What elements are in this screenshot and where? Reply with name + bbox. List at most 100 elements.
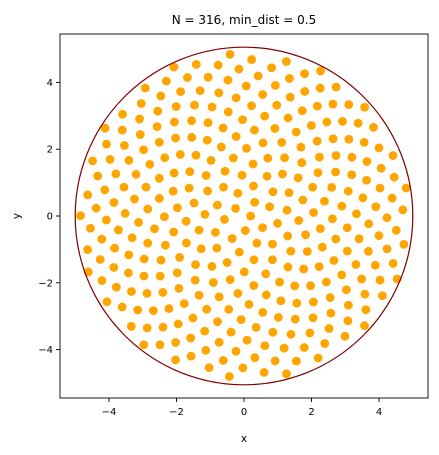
- scatter-point: [102, 215, 111, 225]
- scatter-point: [114, 225, 123, 235]
- scatter-point: [374, 143, 384, 153]
- scatter-point: [117, 302, 127, 312]
- scatter-point: [120, 141, 129, 150]
- scatter-point: [328, 134, 338, 144]
- scatter-point: [388, 151, 398, 160]
- scatter-point: [273, 312, 283, 322]
- scatter-point: [186, 333, 196, 343]
- scatter-point: [305, 328, 315, 338]
- scatter-point: [161, 240, 170, 250]
- scatter-point: [175, 253, 184, 262]
- scatter-point: [258, 138, 268, 148]
- scatter-point: [370, 260, 380, 270]
- scatter-point: [117, 125, 127, 135]
- x-tick-label: −4: [102, 407, 117, 418]
- scatter-point: [389, 172, 399, 182]
- scatter-point: [362, 157, 372, 166]
- scatter-point: [225, 275, 235, 285]
- scatter-point: [220, 215, 229, 224]
- scatter-point: [286, 246, 296, 256]
- scatter-point: [360, 102, 370, 112]
- scatter-point: [343, 316, 353, 326]
- scatter-point: [171, 355, 180, 365]
- scatter-point: [191, 260, 200, 270]
- scatter-point: [306, 121, 316, 130]
- scatter-point: [213, 317, 222, 327]
- scatter-point: [398, 205, 408, 215]
- scatter-point: [171, 102, 181, 111]
- scatter-point: [270, 124, 280, 133]
- scatter-point: [300, 87, 310, 96]
- scatter-point: [260, 341, 270, 351]
- scatter-point: [306, 281, 315, 291]
- scatter-point: [169, 227, 179, 237]
- scatter-point: [315, 224, 325, 234]
- scatter-point: [270, 81, 280, 90]
- scatter-point: [133, 305, 143, 315]
- scatter-point: [208, 278, 218, 287]
- scatter-point: [173, 319, 183, 329]
- scatter-point: [111, 169, 121, 179]
- scatter-point: [158, 322, 168, 332]
- scatter-point: [207, 262, 217, 271]
- scatter-point: [124, 268, 133, 278]
- scatter-point: [210, 228, 220, 237]
- scatter-point: [314, 262, 324, 272]
- scatter-point: [169, 168, 179, 178]
- scatter-point: [347, 170, 357, 180]
- scatter-point: [216, 142, 226, 152]
- scatter-point: [188, 313, 198, 323]
- y-axis-ticks: −4 −2 0 2 4: [38, 78, 60, 356]
- scatter-point: [344, 300, 353, 310]
- scatter-point: [315, 83, 325, 93]
- scatter-point: [83, 190, 93, 200]
- scatter-point: [183, 73, 192, 82]
- scatter-point: [233, 289, 243, 298]
- scatter-point: [281, 57, 291, 66]
- scatter-point: [213, 60, 223, 70]
- x-axis-ticks: −4 −2 0 2 4: [102, 398, 382, 418]
- scatter-point: [240, 226, 250, 235]
- y-tick-label: 0: [47, 212, 53, 223]
- chart-title: N = 316, min_dist = 0.5: [172, 13, 317, 27]
- scatter-point: [331, 167, 340, 177]
- y-tick-label: −2: [38, 278, 53, 289]
- scatter-point: [160, 153, 170, 163]
- scatter-point: [143, 204, 153, 214]
- scatter-point: [238, 115, 247, 125]
- scatter-point: [207, 102, 217, 112]
- scatter-point: [237, 170, 247, 180]
- scatter-point: [268, 239, 277, 249]
- scatter-point: [261, 269, 271, 279]
- scatter-point: [226, 327, 236, 337]
- scatter-point: [250, 125, 259, 135]
- scatter-point: [110, 243, 119, 253]
- scatter-point: [320, 339, 330, 348]
- scatter-point: [313, 168, 323, 178]
- scatter-point: [135, 114, 144, 124]
- scatter-point: [378, 291, 387, 301]
- scatter-point: [135, 130, 145, 139]
- scatter-point: [175, 150, 185, 159]
- scatter-point: [234, 64, 244, 74]
- scatter-point: [171, 338, 180, 347]
- scatter-point: [337, 201, 347, 211]
- scatter-points: [76, 49, 411, 381]
- scatter-point: [196, 244, 206, 254]
- scatter-point: [260, 111, 270, 121]
- scatter-point: [275, 277, 284, 287]
- scatter-point: [206, 156, 216, 165]
- scatter-point: [290, 281, 300, 291]
- scatter-point: [154, 194, 164, 203]
- scatter-point: [369, 122, 378, 132]
- scatter-point: [105, 155, 115, 164]
- scatter-point: [317, 242, 327, 252]
- scatter-point: [249, 255, 259, 265]
- scatter-point: [152, 122, 162, 132]
- scatter-point: [136, 99, 146, 108]
- scatter-point: [247, 101, 256, 111]
- scatter-point: [139, 271, 149, 281]
- scatter-point: [340, 331, 350, 341]
- scatter-point: [360, 321, 369, 331]
- scatter-point: [284, 188, 294, 198]
